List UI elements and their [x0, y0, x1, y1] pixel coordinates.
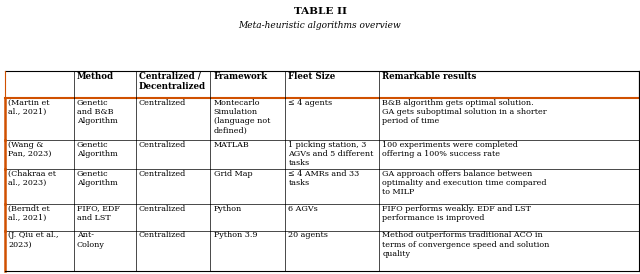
Text: Python 3.9: Python 3.9: [214, 232, 257, 239]
Text: Montecarlo
Simulation
(language not
defined): Montecarlo Simulation (language not defi…: [214, 99, 270, 135]
Text: (Martin et
al., 2021): (Martin et al., 2021): [8, 99, 50, 116]
Text: (J. Qiu et al.,
2023): (J. Qiu et al., 2023): [8, 232, 59, 249]
Text: Genetic
Algorithm: Genetic Algorithm: [77, 170, 118, 187]
Text: Fleet Size: Fleet Size: [289, 72, 335, 81]
Text: Python: Python: [214, 205, 242, 213]
Text: Ant-
Colony: Ant- Colony: [77, 232, 104, 249]
Text: Method: Method: [77, 72, 114, 81]
Text: Remarkable results: Remarkable results: [382, 72, 477, 81]
Text: B&B algorithm gets optimal solution.
GA gets suboptimal solution in a shorter
pe: B&B algorithm gets optimal solution. GA …: [382, 99, 547, 125]
Text: Grid Map: Grid Map: [214, 170, 252, 178]
Text: FIFO, EDF
and LST: FIFO, EDF and LST: [77, 205, 120, 222]
Text: Centralized: Centralized: [139, 99, 186, 107]
Text: (Berndt et
al., 2021): (Berndt et al., 2021): [8, 205, 50, 222]
Text: Centralized /
Decentralized: Centralized / Decentralized: [139, 72, 206, 91]
Text: ≤ 4 agents: ≤ 4 agents: [289, 99, 333, 107]
Text: Centralized: Centralized: [139, 170, 186, 178]
Text: 100 experiments were completed
offering a 100% success rate: 100 experiments were completed offering …: [382, 141, 518, 158]
Text: 6 AGVs: 6 AGVs: [289, 205, 318, 213]
Text: Framework: Framework: [214, 72, 268, 81]
Text: (Chakraa et
al., 2023): (Chakraa et al., 2023): [8, 170, 56, 187]
Text: Centralized: Centralized: [139, 141, 186, 149]
Text: Genetic
Algorithm: Genetic Algorithm: [77, 141, 118, 158]
Text: Meta-heuristic algorithms overview: Meta-heuristic algorithms overview: [239, 21, 401, 30]
Text: Method outperforms traditional ACO in
terms of convergence speed and solution
qu: Method outperforms traditional ACO in te…: [382, 232, 550, 258]
Text: MATLAB: MATLAB: [214, 141, 250, 149]
Text: 1 picking station, 3
AGVs and 5 different
tasks: 1 picking station, 3 AGVs and 5 differen…: [289, 141, 374, 167]
Text: TABLE II: TABLE II: [294, 7, 346, 16]
Text: Centralized: Centralized: [139, 205, 186, 213]
Text: (Wang &
Pan, 2023): (Wang & Pan, 2023): [8, 141, 52, 158]
Text: Genetic
and B&B
Algorithm: Genetic and B&B Algorithm: [77, 99, 118, 125]
Text: Centralized: Centralized: [139, 232, 186, 239]
Text: 20 agents: 20 agents: [289, 232, 328, 239]
Text: FIFO performs weakly. EDF and LST
performance is improved: FIFO performs weakly. EDF and LST perfor…: [382, 205, 531, 222]
Text: GA approach offers balance between
optimality and execution time compared
to MIL: GA approach offers balance between optim…: [382, 170, 547, 196]
Text: ≤ 4 AMRs and 33
tasks: ≤ 4 AMRs and 33 tasks: [289, 170, 360, 187]
